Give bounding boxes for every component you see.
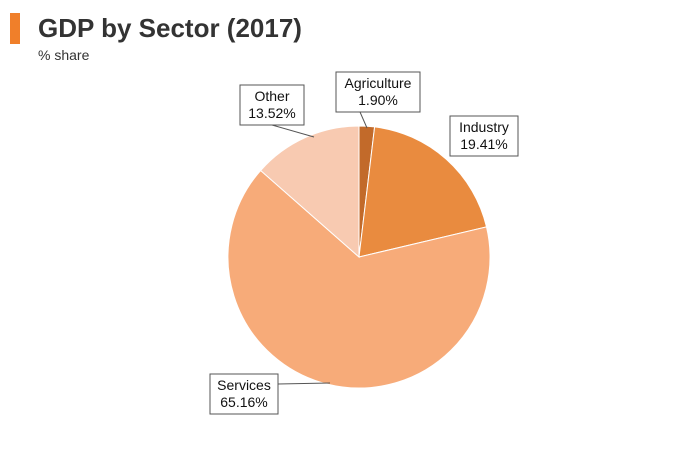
title-accent-bar <box>10 13 20 44</box>
pie-slice-industry <box>358 126 488 258</box>
slice-value-label: 19.41% <box>460 136 507 152</box>
slice-label: Other <box>254 88 289 104</box>
callout-leader-line <box>359 111 368 129</box>
pie-slice-other <box>259 125 360 259</box>
chart-subtitle: % share <box>38 47 90 63</box>
callout-box <box>335 71 421 113</box>
callout-leader-line <box>271 124 315 138</box>
callout-box <box>449 115 519 157</box>
chart-title: GDP by Sector (2017) <box>38 13 302 43</box>
callout-leader-line <box>277 382 331 385</box>
slice-label: Industry <box>459 119 509 135</box>
slice-value-label: 65.16% <box>220 394 267 410</box>
slice-label: Agriculture <box>345 75 412 91</box>
slice-value-label: 13.52% <box>248 105 295 121</box>
slice-value-label: 1.90% <box>358 92 398 108</box>
pie-slice-services <box>227 169 491 389</box>
pie-slices <box>227 125 491 389</box>
callout-box <box>209 373 279 415</box>
callout-box <box>239 84 305 126</box>
slice-label: Services <box>217 377 271 393</box>
